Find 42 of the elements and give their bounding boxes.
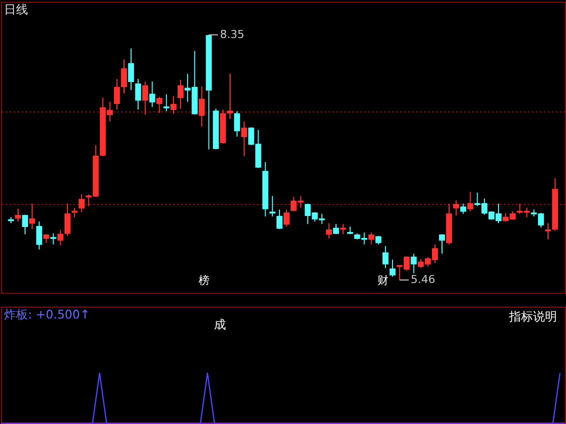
candlestick [390,259,396,278]
candlestick [163,94,170,112]
candlestick [36,220,42,250]
candlestick [410,253,417,274]
candlestick [170,95,176,114]
candlestick [142,80,148,116]
candlestick [156,96,162,114]
candlestick [50,232,56,245]
chart-title: 日线 [4,2,28,17]
candlestick [545,222,551,240]
candlestick [382,246,388,269]
candlestick [276,209,282,230]
candlestick [234,110,240,138]
candlestick [128,48,134,90]
candlestick [178,79,184,110]
candlestick [72,207,78,218]
candlestick [78,194,85,213]
annotation: 8.35 [220,28,244,41]
annotation: 榜 [198,274,210,287]
text: 成 [214,318,226,332]
annotation: 财 [378,274,389,287]
candlestick [135,78,142,110]
candlestick [467,191,474,212]
candlestick [284,209,290,228]
candlestick [114,78,120,110]
candlestick [22,214,28,235]
candlestick [368,232,374,245]
candlestick [460,203,466,214]
candlestick [439,234,445,254]
candlestick [29,203,36,230]
candlestick [121,58,127,94]
candlestick [198,86,205,127]
annotation: 5.46 [410,272,436,286]
candlestick [340,224,346,235]
candlestick [453,200,460,216]
candlestick [241,120,248,157]
text: 指标说明 [508,310,558,324]
candlestick [326,222,332,239]
chart-title: 炸板: +0.500↑ [4,308,90,322]
candlestick [149,80,156,108]
candlestick [15,208,21,222]
candlestick [269,196,276,217]
